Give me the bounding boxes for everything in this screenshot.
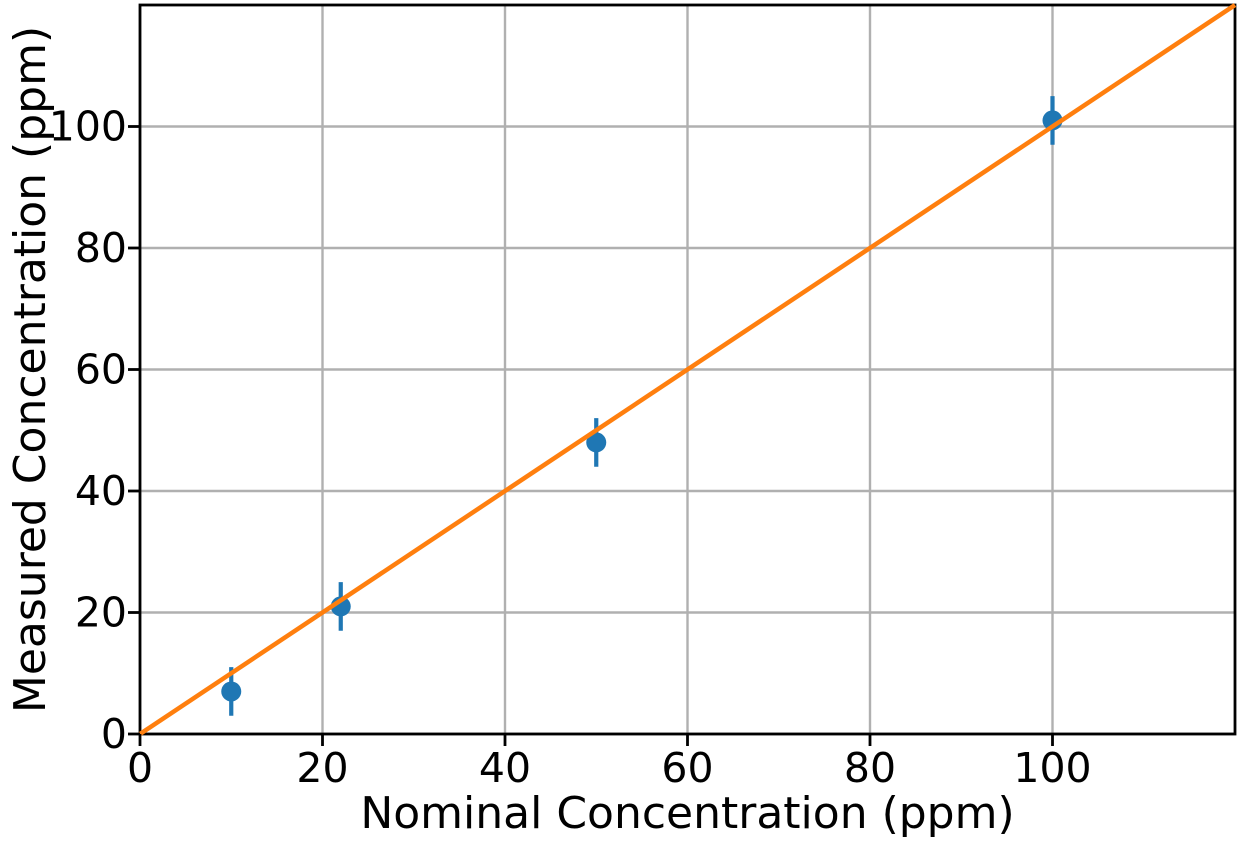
y-axis-label: Measured Concentration (ppm) xyxy=(5,26,56,713)
y-tick-label: 80 xyxy=(75,224,127,272)
data-point xyxy=(586,432,607,453)
y-tick-label: 100 xyxy=(49,103,127,151)
x-axis-label: Nominal Concentration (ppm) xyxy=(360,788,1014,839)
y-tick-label: 0 xyxy=(101,710,127,758)
fit-line xyxy=(138,3,1237,736)
x-tick-label: 80 xyxy=(844,744,896,792)
data-point xyxy=(221,681,242,702)
y-tick-label: 60 xyxy=(75,346,127,394)
x-tick-label: 0 xyxy=(127,744,153,792)
x-tick-label: 100 xyxy=(1013,744,1091,792)
x-tick-label: 20 xyxy=(296,744,348,792)
x-tick-label: 60 xyxy=(661,744,713,792)
y-tick-label: 20 xyxy=(75,589,127,637)
x-tick-label: 40 xyxy=(479,744,531,792)
y-tick-label: 40 xyxy=(75,467,127,515)
